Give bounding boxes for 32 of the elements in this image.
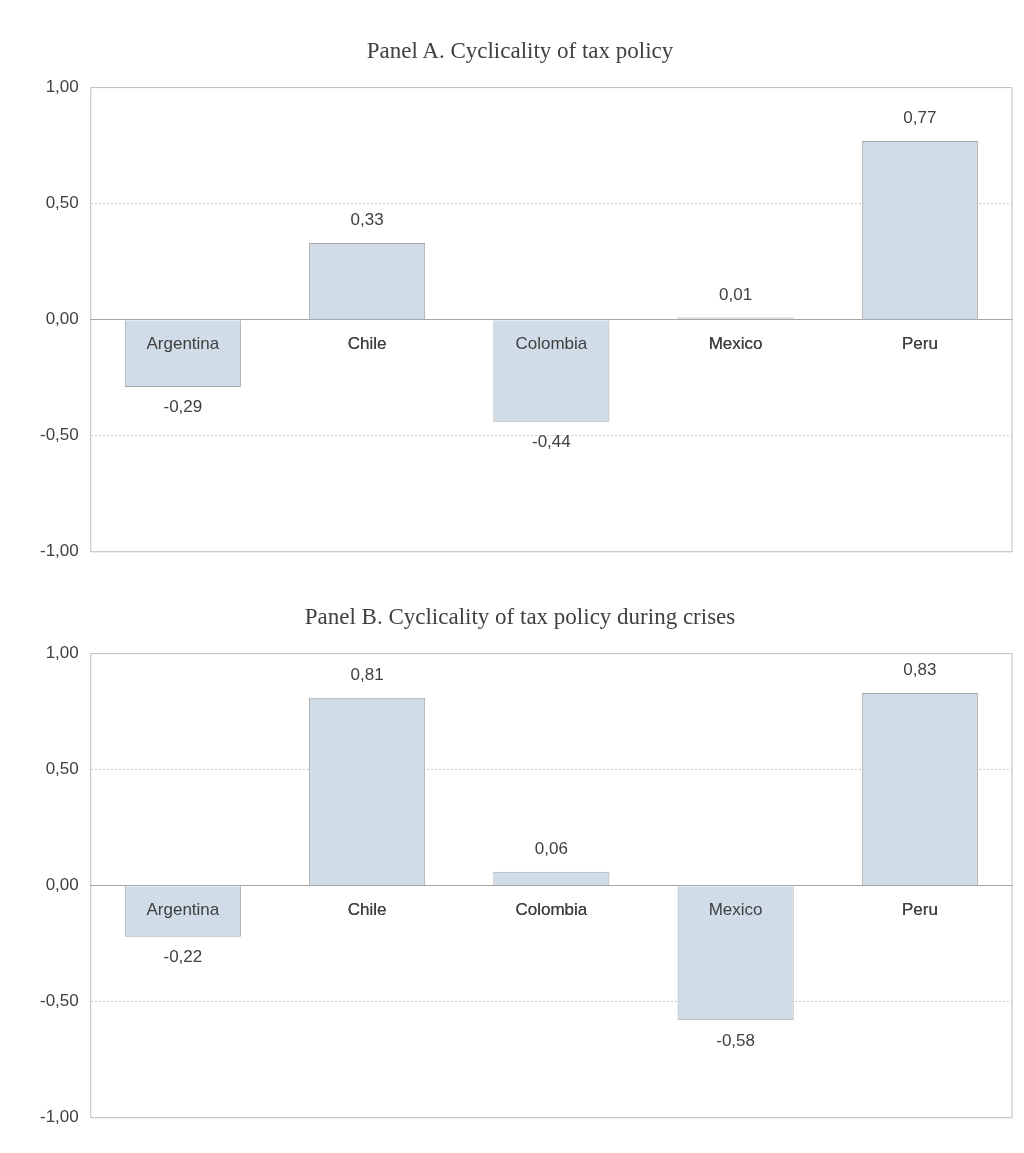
y-tick-label: 0,50 [45, 759, 79, 779]
y-tick-label: -1,00 [40, 541, 79, 561]
data-label: 0,33 [350, 210, 384, 230]
y-tick-label: -0,50 [40, 991, 79, 1011]
x-tick-label: Mexico [708, 899, 763, 919]
y-tick-label: 1,00 [45, 77, 79, 97]
data-label: -0,22 [163, 946, 203, 966]
data-label: 0,81 [350, 664, 384, 684]
data-label: 0,06 [534, 838, 568, 858]
y-tick-label: 0,00 [45, 309, 79, 329]
x-tick-label: Chile [347, 333, 387, 353]
y-tick-label: -0,50 [40, 425, 79, 445]
x-tick-label: Mexico [708, 333, 763, 353]
x-tick-label: Argentina [146, 333, 220, 353]
y-tick-label: 1,00 [45, 643, 79, 663]
chart-title: Panel B. Cyclicality of tax policy during crises [304, 603, 736, 629]
x-tick-label: Colombia [515, 333, 588, 353]
chart-title: Panel A. Cyclicality of tax policy [366, 37, 674, 63]
data-label: 0,77 [903, 108, 937, 128]
data-label: -0,29 [163, 397, 203, 417]
x-tick-label: Argentina [146, 899, 220, 919]
y-tick-label: 0,50 [45, 193, 79, 213]
y-tick-label: 0,00 [45, 875, 79, 895]
data-label: -0,44 [532, 432, 571, 452]
x-tick-label: Chile [347, 899, 387, 919]
x-tick-label: Peru [901, 333, 938, 353]
x-tick-label: Colombia [515, 899, 588, 919]
data-label: -0,58 [716, 1030, 755, 1050]
data-label: 0,83 [903, 660, 937, 680]
data-label: 0,01 [719, 284, 753, 304]
y-tick-label: -1,00 [40, 1107, 79, 1127]
x-tick-label: Peru [901, 899, 938, 919]
